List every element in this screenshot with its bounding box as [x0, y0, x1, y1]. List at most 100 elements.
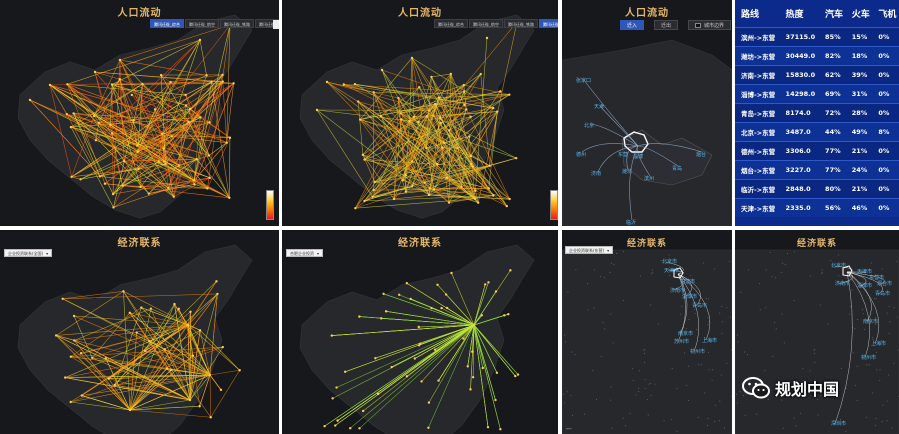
plane-share-cell: 0% [872, 178, 899, 198]
flow-line [80, 160, 125, 180]
city-dot [774, 322, 776, 324]
flow-line [67, 84, 95, 117]
flow-line [66, 113, 169, 189]
flow-line [98, 122, 197, 160]
flow-line [94, 71, 120, 80]
select-value: 合肥企业投资 [290, 251, 314, 256]
city-node [69, 400, 72, 404]
panel-title: 人口流动 [117, 8, 162, 19]
city-dot [875, 418, 877, 420]
city-dot [765, 269, 767, 271]
land-shape [299, 244, 535, 434]
city-node [184, 104, 188, 107]
city-dot [698, 364, 700, 366]
flow-line [345, 324, 475, 373]
flow-line [418, 324, 475, 328]
flow-line [122, 163, 166, 186]
city-dot [856, 365, 858, 367]
plane-share-cell: 0% [872, 102, 899, 122]
city-dot [864, 328, 866, 330]
flow-line [98, 119, 134, 124]
flow-line [70, 401, 131, 411]
city-node [492, 194, 495, 197]
flow-line [29, 99, 165, 162]
city-label-tianjin: 天津市 [857, 269, 873, 275]
dataset-select[interactable]: 企业投资联系(全国) ▾ [4, 249, 53, 257]
tab-tencent-road[interactable]: 腾讯迁徙_公路 [539, 19, 558, 28]
city-node [358, 118, 362, 121]
outflow-button[interactable]: 迁出 [654, 20, 679, 30]
city-dot [708, 369, 710, 371]
city-boundary-toggle[interactable]: 城市边界 [688, 20, 732, 30]
city-node [98, 175, 102, 178]
city-dot [592, 370, 594, 372]
city-node [172, 195, 175, 198]
flow-line [65, 346, 223, 378]
dataset-select[interactable]: 企业投资联系(东营) ▾ [565, 246, 614, 254]
city-node [135, 331, 138, 334]
city-dot [652, 272, 654, 274]
flow-line [364, 103, 436, 202]
city-dot [896, 316, 898, 318]
flow-line [136, 332, 194, 356]
city-node [79, 352, 83, 355]
tab-tencent-rail[interactable]: 腾讯迁徙_铁路 [504, 19, 538, 28]
flow-line [448, 130, 489, 189]
tab-tencent-air[interactable]: 腾讯迁徙_航空 [185, 19, 219, 28]
inflow-button[interactable]: 迁入 [620, 20, 645, 30]
flow-line [70, 307, 142, 357]
train-share-cell: 15% [845, 26, 873, 46]
city-dot [711, 369, 713, 371]
city-dot [612, 342, 614, 344]
flow-line [316, 109, 410, 122]
flow-line [113, 83, 143, 208]
city-dot [704, 336, 706, 338]
heat-legend [550, 190, 558, 220]
tab-tencent-road[interactable]: 腾讯迁徙_公路 [255, 19, 279, 28]
city-node [503, 314, 506, 317]
flow-line [80, 163, 166, 180]
city-node [148, 339, 151, 343]
city-node [470, 163, 473, 166]
city-node [456, 146, 459, 150]
flow-line [336, 324, 475, 388]
flow-line [226, 83, 234, 143]
flow-line [98, 122, 165, 162]
city-node [208, 121, 211, 124]
flow-line [185, 105, 230, 198]
city-dot [866, 416, 868, 418]
flow-line [56, 324, 189, 336]
population-flow-dongying-panel: 人口流动 迁入 迁出 城市边界 张家口 天津 北京 德州 东营 淄博 烟台 济南… [562, 0, 732, 226]
tab-tencent-air[interactable]: 腾讯迁徙_航空 [469, 19, 503, 28]
flow-line [475, 190, 479, 203]
city-dot [564, 402, 566, 404]
city-dot [876, 369, 878, 371]
city-node [61, 297, 64, 300]
city-dot [795, 425, 797, 427]
flow-line [406, 324, 475, 377]
city-node [342, 83, 345, 86]
city-dot [685, 328, 687, 330]
city-node [128, 311, 132, 314]
city-dot [849, 313, 851, 315]
city-node [66, 83, 69, 86]
city-dot [856, 399, 858, 401]
flow-line [358, 101, 401, 114]
flow-line [433, 189, 494, 196]
tab-tencent-combined[interactable]: 腾讯迁徙_综合 [150, 19, 184, 28]
flow-line [374, 165, 490, 183]
city-node [112, 206, 115, 209]
city-node [123, 159, 126, 163]
inflow-arc [597, 145, 639, 173]
flow-line [451, 272, 475, 326]
economic-link-dongying-panel-2: 经济联系 北京市 天津市 东营市 济南市 淄博市 青岛市 烟台市 南京市 上海市… [735, 230, 899, 434]
city-dot [871, 262, 873, 264]
dataset-select[interactable]: 合肥企业投资 ▾ [286, 249, 324, 257]
tab-tencent-combined[interactable]: 腾讯迁徙_综合 [434, 19, 468, 28]
col-heat: 热度 [779, 0, 820, 27]
flow-line [111, 133, 138, 152]
city-dot [891, 427, 893, 429]
tab-tencent-rail[interactable]: 腾讯迁徙_铁路 [220, 19, 254, 28]
panel-menu-button[interactable] [273, 20, 279, 29]
city-dot [704, 392, 706, 394]
